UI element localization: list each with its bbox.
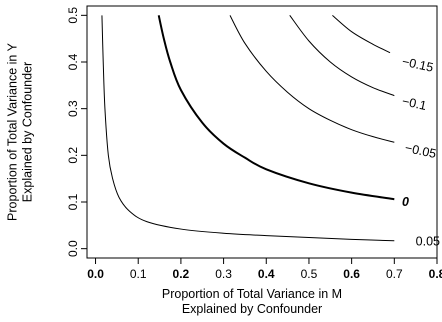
contour-label: 0.05: [416, 234, 440, 248]
contour-line: [157, 15, 395, 201]
y-tick-label: 0.4: [66, 53, 80, 70]
contour-line: [229, 15, 395, 143]
x-tick-label: 0.1: [130, 267, 147, 281]
x-tick-label: 0.6: [343, 267, 360, 281]
contour-label: −0.15: [401, 54, 435, 74]
contour-label: 0: [402, 195, 409, 209]
x-tick-label: 0.3: [215, 267, 232, 281]
x-tick-label: 0.0: [87, 267, 104, 281]
x-tick-label: 0.4: [258, 267, 275, 281]
x-axis-label-line: Proportion of Total Variance in M: [162, 287, 342, 301]
y-tick-label: 0.5: [66, 7, 80, 24]
contour-label: −0.05: [404, 141, 438, 161]
x-tick-label: 0.5: [301, 267, 318, 281]
y-tick-label: 0.1: [66, 193, 80, 210]
contour-line: [332, 14, 391, 54]
y-tick-label: 0.3: [66, 100, 80, 117]
x-tick-label: 0.7: [386, 267, 403, 281]
contour-line: [101, 15, 395, 242]
y-axis-label-line: Explained by Confounder: [20, 62, 34, 202]
y-axis-label-line: Proportion of Total Variance in Y: [5, 42, 19, 221]
y-tick-label: 0.0: [66, 240, 80, 257]
y-tick-label: 0.2: [66, 147, 80, 164]
contour-line: [289, 15, 395, 97]
contour-label: −0.1: [401, 94, 428, 113]
x-axis-label-line: Explained by Confounder: [182, 302, 322, 316]
plot-frame: [86, 5, 438, 259]
x-tick-label: 0.8: [429, 267, 442, 281]
x-tick-label: 0.2: [173, 267, 190, 281]
